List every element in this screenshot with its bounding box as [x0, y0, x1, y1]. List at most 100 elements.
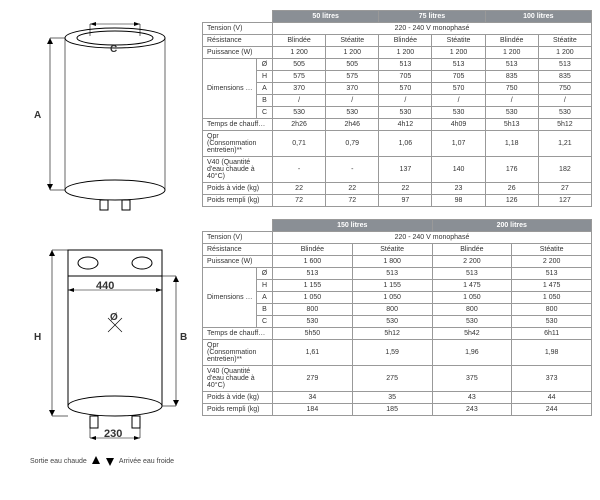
cell: - [273, 157, 326, 183]
cell: 44 [512, 392, 592, 404]
tables-area: 50 litres 75 litres 100 litres Tension (… [202, 10, 592, 428]
cell: 1 200 [326, 47, 379, 59]
cell: 513 [512, 268, 592, 280]
cell: 185 [352, 404, 432, 416]
cell: 1,98 [512, 340, 592, 366]
table-row: Temps de chauffe réel* 5h505h125h426h11 [203, 328, 592, 340]
cell: 1 600 [273, 256, 353, 268]
cell: 35 [352, 392, 432, 404]
cell: 570 [432, 83, 485, 95]
cell: 375 [432, 366, 512, 392]
diagram-heater-front: A C [30, 20, 190, 222]
cell: 1,96 [432, 340, 512, 366]
cell: 220 - 240 V monophasé [273, 23, 592, 35]
table-row: Poids rempli (kg) 184185243244 [203, 404, 592, 416]
arrow-up-icon [91, 456, 101, 466]
cell: 140 [432, 157, 485, 183]
cell: Blindée [273, 244, 353, 256]
col-header: 50 litres [273, 11, 379, 23]
row-label: Tension (V) [203, 23, 273, 35]
sub-label: C [257, 107, 273, 119]
cell: 513 [538, 59, 591, 71]
row-label: Dimensions (mm) [203, 59, 257, 119]
cell: 22 [326, 183, 379, 195]
dimension-label-B: B [180, 332, 187, 343]
cell: 530 [512, 316, 592, 328]
caption-cold-inlet: Arrivée eau froide [119, 458, 174, 465]
table-row: Résistance Blindée Stéatite Blindée Stéa… [203, 35, 592, 47]
cell: 1 200 [485, 47, 538, 59]
cell: 1,18 [485, 131, 538, 157]
cell: 835 [485, 71, 538, 83]
table-row: Qpr (Consommation entretien)** 0,710,791… [203, 131, 592, 157]
row-label: V40 (Quantité d'eau chaude à 40°C) [203, 157, 273, 183]
cell: 750 [538, 83, 591, 95]
cell: 220 - 240 V monophasé [273, 232, 592, 244]
cell: 5h42 [432, 328, 512, 340]
table-row: Puissance (W) 1 6001 8002 2002 200 [203, 256, 592, 268]
sub-label: Ø [257, 59, 273, 71]
table-row: A 370370570570750750 [203, 83, 592, 95]
cell: 1 800 [352, 256, 432, 268]
cell: / [273, 95, 326, 107]
cell: 1,06 [379, 131, 432, 157]
cell: 800 [273, 304, 353, 316]
cell: Blindée [273, 35, 326, 47]
cell: 5h12 [352, 328, 432, 340]
table-row: Dimensions (mm) Ø 505505513513513513 [203, 59, 592, 71]
spec-table-top: 50 litres 75 litres 100 litres Tension (… [202, 10, 592, 207]
cell: / [432, 95, 485, 107]
cell: 1 200 [273, 47, 326, 59]
table-row: V40 (Quantité d'eau chaude à 40°C) 27927… [203, 366, 592, 392]
row-label: Résistance [203, 35, 273, 47]
cell: Stéatite [512, 244, 592, 256]
table-row: C 530530530530530530 [203, 107, 592, 119]
col-header: 75 litres [379, 11, 485, 23]
row-label: Qpr (Consommation entretien)** [203, 340, 273, 366]
table-row: Poids rempli (kg) 72729798126127 [203, 195, 592, 207]
cell: 1 475 [432, 280, 512, 292]
cell: 575 [326, 71, 379, 83]
sub-label: H [257, 280, 273, 292]
sub-label: B [257, 95, 273, 107]
cell: 243 [432, 404, 512, 416]
cell: 97 [379, 195, 432, 207]
cell: 570 [379, 83, 432, 95]
cell: 530 [352, 316, 432, 328]
cell: / [326, 95, 379, 107]
cell: 370 [326, 83, 379, 95]
cell: Stéatite [352, 244, 432, 256]
table-row: Qpr (Consommation entretien)** 1,611,591… [203, 340, 592, 366]
cell: 43 [432, 392, 512, 404]
cell: 26 [485, 183, 538, 195]
cell: / [538, 95, 591, 107]
cell: 513 [352, 268, 432, 280]
cell: 373 [512, 366, 592, 392]
cell: Stéatite [326, 35, 379, 47]
cell: 800 [432, 304, 512, 316]
page: A C [0, 0, 600, 500]
cell: Blindée [485, 35, 538, 47]
table-row: Dimensions (mm) Ø 513513513513 [203, 268, 592, 280]
cell: 575 [273, 71, 326, 83]
cell: Stéatite [432, 35, 485, 47]
cell: 530 [432, 316, 512, 328]
cell: 176 [485, 157, 538, 183]
cell: 1 155 [273, 280, 353, 292]
table-row: V40 (Quantité d'eau chaude à 40°C) --137… [203, 157, 592, 183]
col-header: 100 litres [485, 11, 591, 23]
cell: 705 [432, 71, 485, 83]
table-row: B 800800800800 [203, 304, 592, 316]
cell: 1,61 [273, 340, 353, 366]
cell: 750 [485, 83, 538, 95]
cell: 1 200 [432, 47, 485, 59]
cell: 530 [485, 107, 538, 119]
cell: 513 [273, 268, 353, 280]
cell: 530 [379, 107, 432, 119]
cell: 5h50 [273, 328, 353, 340]
row-label: Qpr (Consommation entretien)** [203, 131, 273, 157]
cell: / [485, 95, 538, 107]
cell: 530 [432, 107, 485, 119]
cell: 22 [379, 183, 432, 195]
col-header: 200 litres [432, 220, 592, 232]
